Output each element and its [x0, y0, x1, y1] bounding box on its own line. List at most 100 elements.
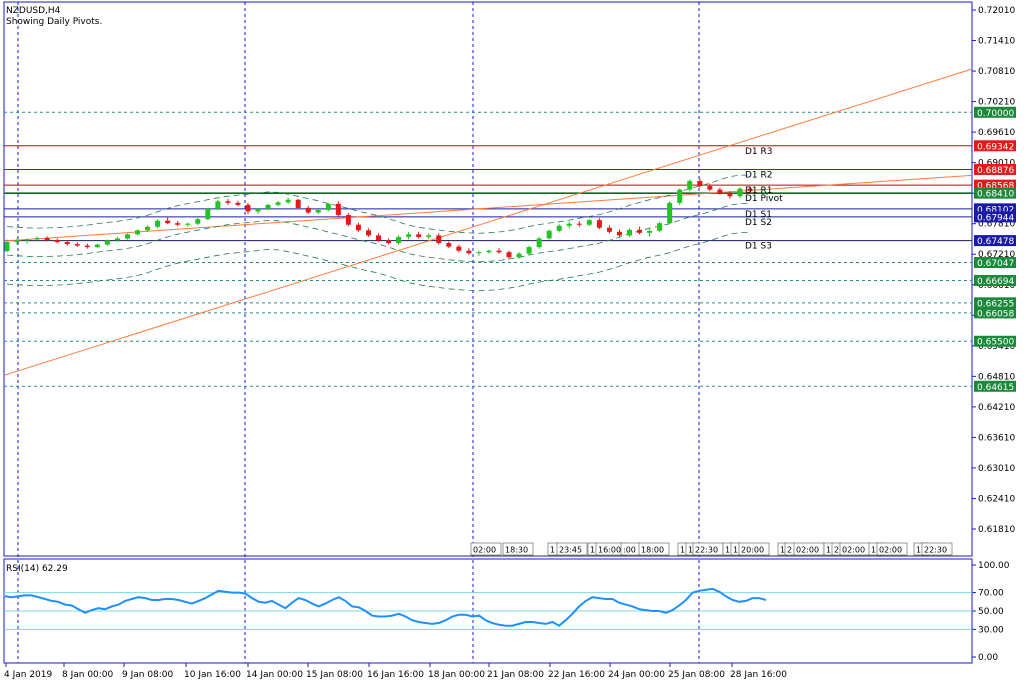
price-axis: 0.72010 0.71410 0.70810 0.70210 0.69610 0.690… [972, 6, 1015, 535]
candle-body [586, 220, 592, 225]
level-tag-box [974, 307, 1016, 319]
period-label: 18:00 [641, 546, 664, 555]
price-tick-label: 0.69010 [978, 159, 1015, 169]
candle-body [476, 252, 482, 254]
level-tag-box [974, 380, 1016, 392]
candle-body [446, 243, 452, 247]
period-label: 16:00 [598, 546, 621, 555]
price-tick-label: 0.70810 [978, 67, 1015, 77]
pivot-label: D1 S1 [745, 210, 772, 220]
period-label: 1 [780, 546, 785, 555]
candle-body [526, 247, 532, 254]
candle-body [376, 235, 381, 241]
envelope-line [6, 232, 750, 292]
candle-body [637, 229, 643, 233]
pivot-label: D1 S3 [745, 242, 772, 252]
candle-body [245, 204, 251, 212]
candle-body [365, 230, 371, 236]
period-label: 1 [590, 546, 595, 555]
period-label: 02:00 [879, 546, 902, 555]
candle-body [315, 209, 321, 213]
pivot-subtitle: Showing Daily Pivots. [6, 17, 102, 27]
level-tag-label: 0.66694 [977, 277, 1014, 287]
candle-body [456, 246, 462, 251]
price-tick-label: 0.63010 [978, 464, 1015, 474]
time-tick-label: 15 Jan 08:00 [306, 670, 363, 680]
period-label-box [470, 542, 502, 556]
candle-body [576, 223, 582, 225]
level-tag-box [974, 257, 1016, 269]
price-tick-label: 0.70210 [978, 98, 1015, 108]
candle-body [235, 202, 241, 205]
level-tag-label: 0.68410 [977, 190, 1014, 200]
period-label: 1 [680, 546, 685, 555]
period-label: 02:00 [796, 546, 819, 555]
candle-body [396, 236, 402, 244]
level-tag-box [974, 211, 1016, 223]
time-tick-label: 25 Jan 08:00 [668, 670, 725, 680]
level-tag-box [974, 106, 1016, 118]
candle-body [135, 230, 141, 235]
candle-body [335, 203, 341, 216]
candle-body [225, 201, 231, 203]
period-label: 02:00 [842, 546, 865, 555]
rsi-tick-label: 70.00 [978, 589, 1004, 599]
pivot-label: D1 Pivot [745, 194, 783, 204]
candlesticks [4, 178, 753, 259]
price-tick-label: 0.61810 [978, 525, 1015, 535]
candle-body [124, 234, 130, 239]
rsi-tick-label: 100.00 [978, 561, 1010, 571]
envelope-lines [6, 174, 750, 292]
rsi-label: RSI(14) 62.29 [6, 564, 68, 574]
rsi-tick-label: 30.00 [978, 625, 1004, 635]
price-tick-label: 0.71410 [978, 37, 1015, 47]
candle-body [215, 201, 221, 209]
candle-body [295, 199, 301, 208]
level-tag-label: 0.64615 [977, 383, 1014, 393]
candle-body [74, 244, 80, 246]
candle-body [677, 189, 683, 203]
candle-body [426, 235, 432, 237]
price-tick-label: 0.69610 [978, 128, 1015, 138]
candle-body [687, 180, 693, 190]
candle-body [275, 202, 281, 205]
candle-body [416, 234, 422, 237]
pivot-label: D1 R2 [745, 170, 773, 180]
candle-body [717, 189, 723, 194]
candle-body [506, 252, 512, 258]
level-tag-label: 0.68876 [977, 166, 1014, 176]
period-label: 22:30 [695, 546, 718, 555]
candle-body [536, 238, 542, 248]
candle-body [596, 220, 602, 228]
time-tick-label: 14 Jan 00:00 [246, 670, 303, 680]
level-tag-box [974, 335, 1016, 347]
period-label: 18:30 [505, 546, 528, 555]
candle-body [265, 204, 271, 209]
period-label: 1 [725, 546, 730, 555]
price-tick-label: 0.67210 [978, 250, 1015, 260]
candle-body [496, 250, 502, 253]
candle-body [175, 223, 181, 225]
period-label-box [738, 542, 770, 556]
candle-body [64, 242, 70, 245]
period-label-box [638, 542, 670, 556]
time-axis: 4 Jan 2019 8 Jan 00:00 9 Jan 08:00 10 Jan 1… [4, 663, 787, 680]
candle-body [606, 227, 612, 232]
level-tag-box [974, 297, 1016, 309]
candle-body [727, 193, 733, 197]
candle-body [195, 219, 201, 224]
candle-body [386, 240, 392, 244]
rsi-indicator [4, 587, 972, 630]
period-label: 1 [733, 546, 738, 555]
level-tag-box [974, 163, 1016, 175]
rsi-line [4, 587, 767, 627]
candle-body [34, 237, 40, 240]
pivot-level-lines [4, 111, 972, 387]
candle-body [707, 186, 713, 190]
envelope-line [6, 203, 750, 263]
price-tick-label: 0.64210 [978, 403, 1015, 413]
candle-body [616, 231, 622, 236]
rsi-tick-label: 50.00 [978, 607, 1004, 617]
